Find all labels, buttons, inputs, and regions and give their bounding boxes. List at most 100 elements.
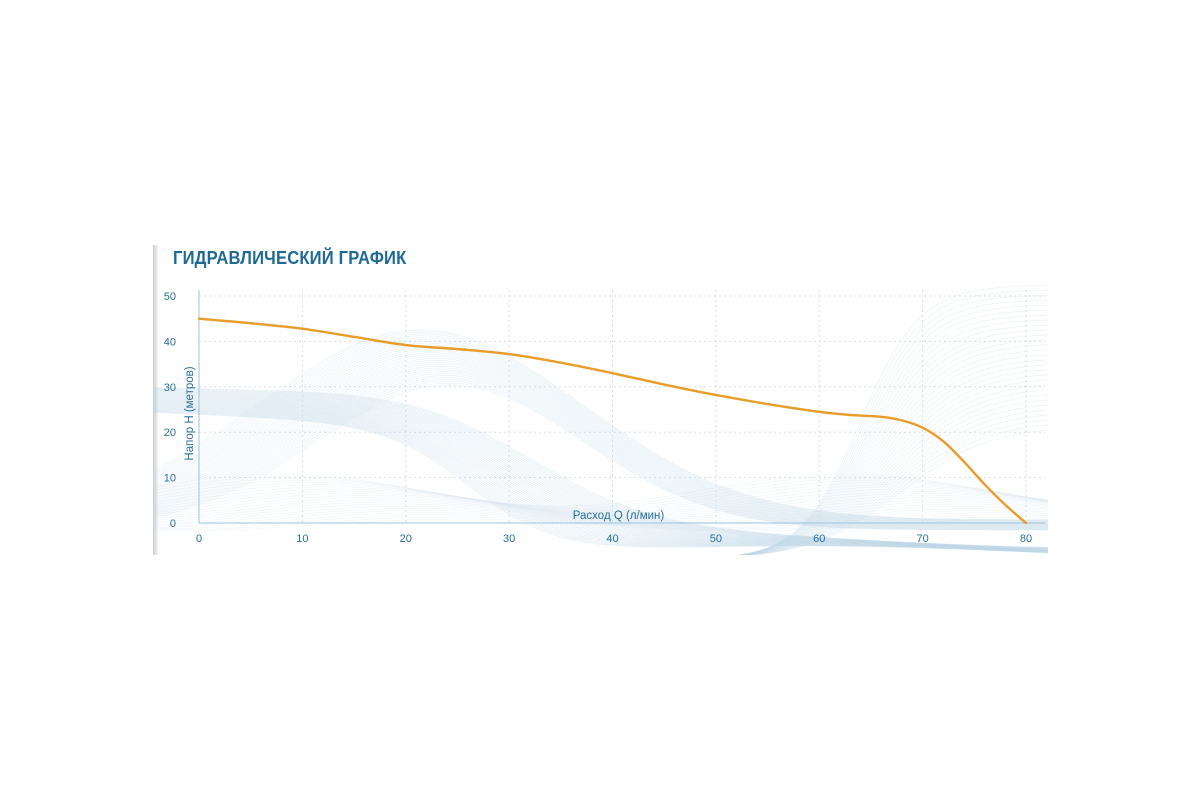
- x-tick-label: 80: [1020, 533, 1032, 545]
- decor-wave-line: [153, 486, 1048, 514]
- decor-wave-line: [153, 408, 1048, 553]
- decor-wave-line: [153, 488, 1048, 515]
- x-tick-label: 20: [400, 533, 412, 545]
- decor-wave-line: [153, 395, 1048, 551]
- decor-wave-line: [740, 379, 1048, 555]
- decor-wave-line: [737, 324, 1048, 555]
- x-axis-label: Расход Q (л/мин): [573, 510, 665, 522]
- decor-wave-line: [153, 344, 1048, 524]
- decor-wave-line: [153, 408, 1048, 553]
- decor-wave-line: [737, 309, 1048, 555]
- decor-wave-line: [153, 507, 1048, 526]
- decor-wave-line: [153, 411, 1048, 554]
- decor-wave-line: [737, 314, 1048, 555]
- decor-wave-line: [153, 411, 1048, 554]
- decor-wave-line: [153, 402, 1048, 552]
- decor-wave-line: [153, 473, 1048, 507]
- decor-wave-line: [153, 475, 1048, 508]
- decor-wave-line: [153, 499, 1048, 521]
- decor-wave-line: [738, 344, 1048, 555]
- decor-wave-line: [153, 407, 1048, 553]
- decor-wave-line: [153, 377, 1048, 529]
- chart-title: ГИДРАВЛИЧЕСКИЙ ГРАФИК: [173, 248, 407, 268]
- decor-wave-line: [153, 339, 1048, 523]
- decor-wave-line: [153, 388, 1048, 549]
- y-tick-label: 0: [170, 518, 176, 530]
- grid: [199, 290, 1045, 523]
- decor-wave-line: [153, 387, 1048, 548]
- decor-wave-line: [153, 397, 1048, 551]
- decor-wave-line: [153, 335, 1048, 522]
- decor-wave-line: [153, 331, 1048, 521]
- y-tick-label: 40: [164, 336, 176, 348]
- decor-wave-line: [153, 396, 1048, 551]
- decor-wave-line: [153, 492, 1048, 518]
- decor-wave-line: [153, 495, 1048, 519]
- decor-wave-line: [747, 419, 1048, 555]
- decor-wave-line: [153, 375, 1048, 529]
- decor-wave-line: [153, 348, 1048, 524]
- decor-wave-line: [740, 374, 1048, 555]
- decor-wave-line: [153, 358, 1048, 526]
- y-axis-label: Напор H (метров): [184, 366, 196, 460]
- y-tick-label: 10: [164, 473, 176, 485]
- decor-wave-line: [748, 424, 1048, 555]
- decor-wave-line: [153, 409, 1048, 553]
- decor-wave-line: [153, 352, 1048, 525]
- decor-wave-line: [737, 299, 1048, 555]
- decor-wave-line: [153, 361, 1048, 527]
- decor-wave-line: [153, 403, 1048, 552]
- decor-wave-line: [153, 365, 1048, 527]
- decor-wave-line: [153, 391, 1048, 550]
- decor-wave-line: [153, 354, 1048, 525]
- decor-bundle-bottom: [153, 473, 1048, 532]
- decor-wave-line: [153, 391, 1048, 549]
- decor-wave-line: [153, 393, 1048, 550]
- decor-bundle-falling: [153, 387, 1048, 554]
- decor-wave-line: [749, 429, 1048, 555]
- decor-wave-line: [737, 294, 1048, 555]
- decor-wave-line: [153, 373, 1048, 529]
- decor-wave-line: [739, 364, 1048, 555]
- axes: Расход Q (л/мин) Напор H (метров): [184, 290, 1045, 524]
- decor-wave-line: [153, 389, 1048, 549]
- decor-wave-line: [153, 477, 1048, 509]
- decor-wave-line: [737, 339, 1048, 555]
- decor-wave-line: [153, 380, 1048, 530]
- decor-wave-line: [153, 384, 1048, 531]
- decor-wave-line: [153, 329, 1048, 521]
- decor-wave-line: [153, 346, 1048, 524]
- panel-accent-bar: [153, 245, 158, 555]
- decor-wave-line: [744, 404, 1048, 555]
- decor-wave-line: [153, 356, 1048, 526]
- decor-wave-line: [153, 399, 1048, 551]
- decor-wave-line: [153, 363, 1048, 527]
- decor-wave-line: [153, 512, 1048, 528]
- decor-wave-line: [742, 394, 1048, 555]
- x-tick-label: 10: [296, 533, 308, 545]
- decor-wave-line: [743, 399, 1048, 555]
- decor-wave-line: [153, 390, 1048, 549]
- x-tick-label: 0: [196, 533, 202, 545]
- x-tick-label: 70: [917, 533, 929, 545]
- y-tick-label: 50: [164, 291, 176, 303]
- decor-wave-line: [153, 367, 1048, 528]
- decor-wave-line: [153, 371, 1048, 528]
- pump-curve: [197, 317, 1028, 525]
- decor-wave-line: [153, 337, 1048, 522]
- decor-wave-line: [153, 382, 1048, 530]
- decor-wave-line: [737, 334, 1048, 555]
- x-tick-label: 50: [710, 533, 722, 545]
- decor-wave-line: [153, 501, 1048, 522]
- decor-wave-line: [153, 405, 1048, 553]
- decor-wave-line: [153, 394, 1048, 550]
- decor-wave-line: [153, 480, 1048, 510]
- decor-wave-line: [739, 359, 1048, 555]
- decor-wave-line: [153, 392, 1048, 550]
- decor-wave-line: [153, 406, 1048, 553]
- decor-wave-line: [153, 505, 1048, 525]
- decor-wave-line: [153, 404, 1048, 552]
- x-tick-label: 60: [813, 533, 825, 545]
- decor-wave-line: [153, 342, 1048, 523]
- y-tick-label: 30: [164, 382, 176, 394]
